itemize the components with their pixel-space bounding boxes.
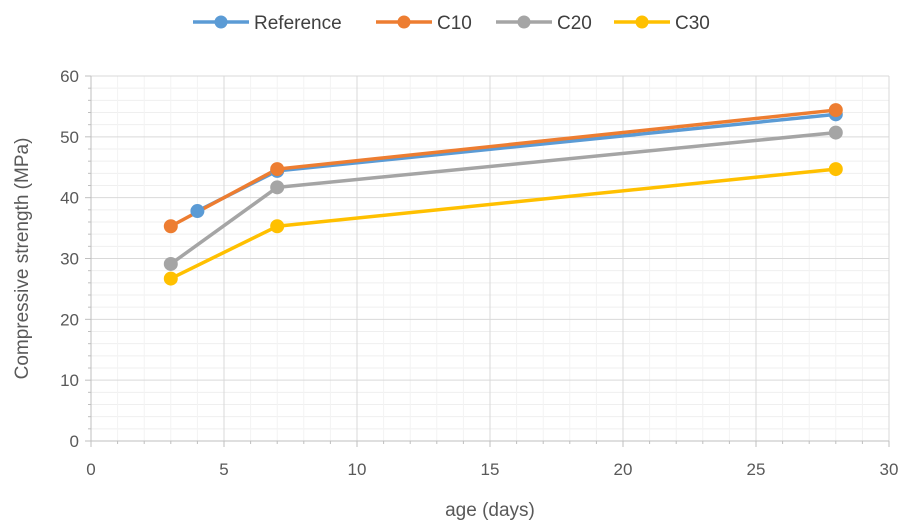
data-point-c10 bbox=[270, 162, 285, 177]
tick-labels: 0 5 10 15 20 25 30 0 10 20 30 40 50 60 bbox=[60, 67, 898, 479]
data-point-c30 bbox=[163, 271, 178, 286]
legend-item-c20: C20 bbox=[496, 13, 592, 34]
x-tick-label: 25 bbox=[747, 460, 766, 479]
legend-item-c10: C10 bbox=[376, 13, 472, 34]
legend-marker bbox=[635, 15, 649, 29]
data-point-c30 bbox=[270, 219, 285, 234]
y-tick-label: 30 bbox=[60, 250, 79, 269]
grid-lines bbox=[91, 75, 890, 441]
y-tick-label: 20 bbox=[60, 310, 79, 329]
legend-label: C30 bbox=[675, 13, 710, 34]
x-tick-label: 15 bbox=[481, 460, 500, 479]
data-point-c10 bbox=[163, 219, 178, 234]
legend-label: Reference bbox=[254, 13, 342, 34]
y-tick-label: 60 bbox=[60, 67, 79, 86]
legend-label: C20 bbox=[557, 13, 592, 34]
x-tick-label: 30 bbox=[880, 460, 899, 479]
y-tick-label: 50 bbox=[60, 128, 79, 147]
series-line-c20 bbox=[169, 130, 838, 266]
legend-marker bbox=[214, 15, 228, 29]
legend-marker bbox=[397, 15, 411, 29]
x-tick-label: 5 bbox=[219, 460, 228, 479]
data-point-c10 bbox=[828, 103, 843, 118]
y-axis-title: Compressive strength (MPa) bbox=[12, 138, 33, 380]
data-point-reference bbox=[190, 204, 205, 219]
x-axis-title: age (days) bbox=[445, 500, 535, 521]
legend-label: C10 bbox=[437, 13, 472, 34]
data-point-c20 bbox=[270, 180, 285, 195]
x-tick-label: 0 bbox=[86, 460, 95, 479]
data-point-c20 bbox=[828, 125, 843, 140]
legend-marker bbox=[517, 15, 531, 29]
data-point-c20 bbox=[163, 256, 178, 271]
x-tick-label: 10 bbox=[348, 460, 367, 479]
legend: Reference C10 C20 C30 bbox=[193, 13, 710, 34]
y-tick-label: 0 bbox=[70, 432, 79, 451]
x-tick-label: 20 bbox=[614, 460, 633, 479]
legend-item-c30: C30 bbox=[614, 13, 710, 34]
y-tick-label: 10 bbox=[60, 371, 79, 390]
data-point-c30 bbox=[828, 162, 843, 177]
legend-item-reference: Reference bbox=[193, 13, 342, 34]
axes bbox=[85, 75, 890, 447]
y-tick-label: 40 bbox=[60, 189, 79, 208]
plot-area bbox=[163, 103, 843, 286]
